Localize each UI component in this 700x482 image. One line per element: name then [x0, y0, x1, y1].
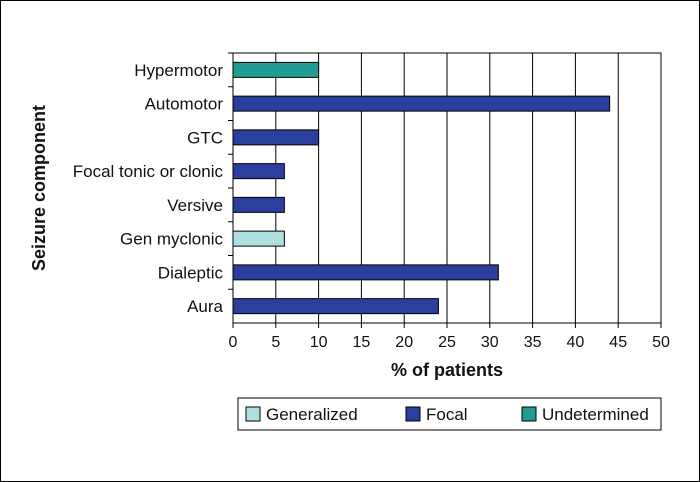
legend-swatch [521, 406, 537, 422]
legend-swatch [405, 406, 421, 422]
x-tick-label: 5 [271, 334, 280, 351]
bar [232, 95, 611, 112]
category-label: Versive [167, 196, 223, 215]
legend: Generalized Focal Undetermined [237, 397, 662, 431]
category-label: GTC [187, 128, 223, 147]
bar [232, 163, 285, 180]
bar [232, 196, 285, 213]
category-label: Gen myclonic [120, 230, 223, 249]
y-axis-title: Seizure component [29, 105, 49, 271]
legend-label: Generalized [266, 405, 358, 424]
bar [232, 129, 320, 146]
x-tick-label: 10 [310, 334, 328, 351]
plot-area: 0 5 10 15 20 25 30 35 40 45 50 Hypermotor Automotor G… [73, 52, 670, 351]
category-label: Automotor [145, 95, 224, 114]
x-tick-label: 15 [353, 334, 371, 351]
bar [232, 264, 499, 281]
category-label: Focal tonic or clonic [73, 162, 224, 181]
x-tick-label: 0 [229, 334, 238, 351]
legend-swatch [245, 406, 261, 422]
x-axis-title: % of patients [391, 360, 503, 380]
x-tick-label: 25 [438, 334, 456, 351]
x-tick-label: 30 [481, 334, 499, 351]
bar [232, 230, 285, 247]
x-tick-label: 20 [395, 334, 413, 351]
x-tick-label: 35 [524, 334, 542, 351]
category-label: Dialeptic [158, 263, 224, 282]
x-tick-label: 45 [609, 334, 627, 351]
x-tick-label: 40 [567, 334, 585, 351]
x-tick-label: 50 [652, 334, 670, 351]
bar [232, 61, 320, 78]
category-label: Aura [187, 297, 223, 316]
legend-box [237, 397, 662, 431]
legend-label: Focal [426, 405, 468, 424]
category-label: Hypermotor [134, 61, 223, 80]
bar [232, 298, 439, 315]
legend-label: Undetermined [542, 405, 649, 424]
